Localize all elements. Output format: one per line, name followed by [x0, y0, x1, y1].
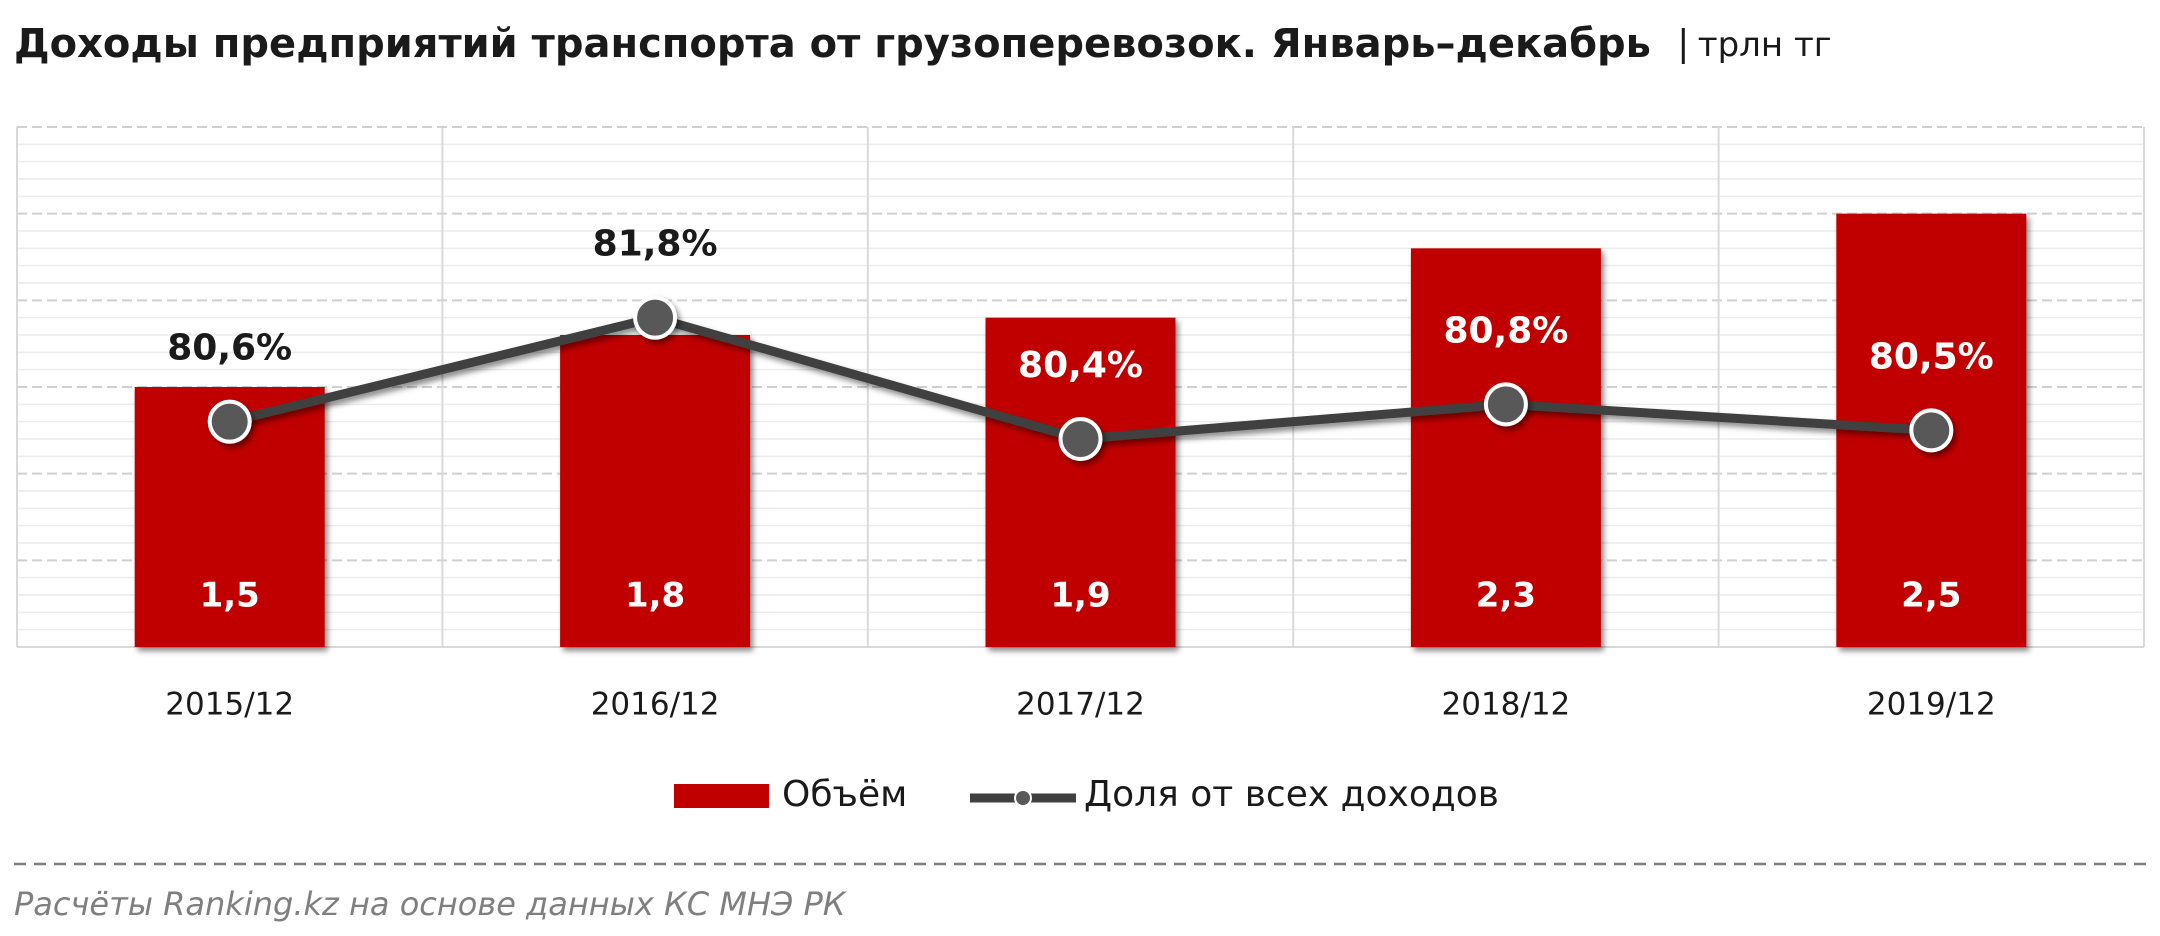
line-value-label: 80,8% [1443, 310, 1568, 351]
unit: трлн тг [1698, 25, 1832, 65]
separator-bar [1681, 28, 1685, 64]
line-point [633, 295, 678, 340]
line-point [1058, 417, 1103, 461]
chart-title-line: Доходы предприятий транспорта от грузопе… [14, 21, 1832, 67]
plot-area: 1,5 1,8 1,9 2,3 2,5 80,6% 81,8% 80,4% 80,8% 80,5%… [16, 126, 2145, 815]
bar [1410, 248, 1601, 648]
source: Расчёты Ranking.kz на основе данных КС М… [14, 885, 847, 923]
legend-label: Доля от всех доходов [1084, 774, 1499, 815]
legend-swatch [674, 784, 769, 808]
line-point [1483, 382, 1528, 427]
bar [560, 335, 751, 647]
x-tick-label: 2016/12 [591, 687, 720, 723]
x-tick-label: 2019/12 [1867, 687, 1996, 723]
line-value-label: 80,6% [167, 328, 292, 369]
legend-label: Объём [782, 774, 907, 815]
legend-swatch [1014, 789, 1032, 807]
line-value-label: 80,5% [1869, 336, 1994, 377]
x-tick-label: 2017/12 [1016, 687, 1145, 723]
chart-title: Доходы предприятий транспорта от грузопе… [14, 21, 1651, 67]
line-value-label: 80,4% [1018, 345, 1143, 386]
x-tick-label: 2018/12 [1442, 687, 1571, 723]
line-value-label: 81,8% [593, 224, 718, 265]
x-tick-label: 2015/12 [165, 687, 294, 723]
bar-value-label: 1,5 [200, 576, 260, 616]
bar-value-label: 2,5 [1901, 576, 1961, 616]
bar [985, 317, 1176, 647]
line-point [1909, 408, 1954, 453]
bar-value-label: 1,8 [625, 576, 685, 616]
bar-value-label: 2,3 [1476, 576, 1536, 616]
line-point [207, 399, 252, 444]
bar-value-label: 1,9 [1050, 576, 1110, 616]
